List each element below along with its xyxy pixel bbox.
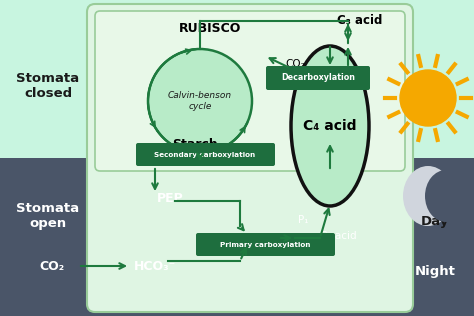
FancyBboxPatch shape	[266, 66, 370, 90]
Text: Stomata
closed: Stomata closed	[17, 72, 80, 100]
Ellipse shape	[425, 170, 467, 222]
Text: Night: Night	[415, 264, 456, 277]
FancyBboxPatch shape	[136, 143, 275, 166]
Text: Stomata
open: Stomata open	[17, 202, 80, 230]
Text: PEPC: PEPC	[242, 232, 278, 245]
Text: Decarboxylation: Decarboxylation	[281, 74, 355, 82]
Text: Primary carboxylation: Primary carboxylation	[220, 241, 310, 247]
Text: CO₂: CO₂	[39, 259, 64, 272]
Text: P₁: P₁	[298, 215, 309, 225]
Circle shape	[148, 49, 252, 153]
Ellipse shape	[291, 46, 369, 206]
Bar	[0, 158, 474, 316]
Text: CO₂: CO₂	[285, 59, 305, 69]
Text: RUBISCO: RUBISCO	[179, 21, 241, 34]
FancyBboxPatch shape	[196, 233, 335, 256]
FancyBboxPatch shape	[95, 11, 405, 171]
Circle shape	[400, 70, 456, 126]
Text: Starch: Starch	[172, 137, 218, 150]
Text: Calvin-benson
cycle: Calvin-benson cycle	[168, 91, 232, 111]
Text: C₄ acid: C₄ acid	[303, 119, 357, 133]
Text: C₃ acid: C₃ acid	[337, 15, 383, 27]
FancyBboxPatch shape	[87, 4, 413, 312]
Text: Secondary carboxylation: Secondary carboxylation	[155, 151, 255, 157]
Text: Day: Day	[421, 215, 449, 228]
Text: C₄ acid: C₄ acid	[320, 231, 356, 241]
Text: PEP: PEP	[156, 191, 183, 204]
Ellipse shape	[403, 166, 453, 226]
Text: HCO₃⁻: HCO₃⁻	[134, 259, 176, 272]
